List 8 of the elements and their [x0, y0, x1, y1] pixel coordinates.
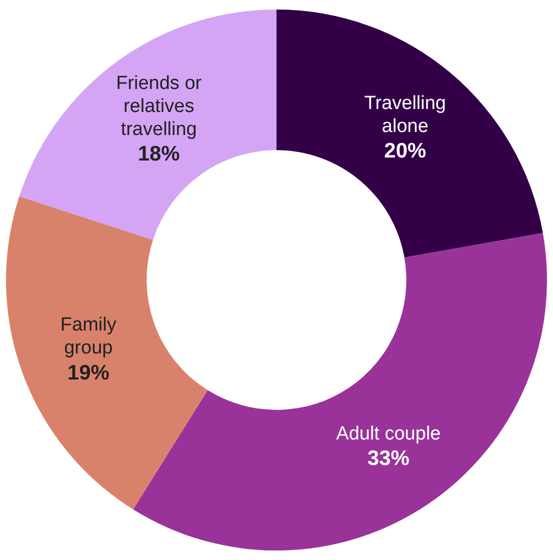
- data-label: 18%: [138, 142, 180, 166]
- data-label: 33%: [367, 447, 410, 470]
- slice-label: Family group: [60, 314, 117, 359]
- slice-label: Friends or relatives travelling: [116, 72, 202, 140]
- data-label: 19%: [67, 361, 110, 384]
- slice-label: Adult couple: [336, 424, 441, 445]
- slice-label: Travelling alone: [364, 92, 446, 137]
- data-label: 20%: [384, 139, 427, 162]
